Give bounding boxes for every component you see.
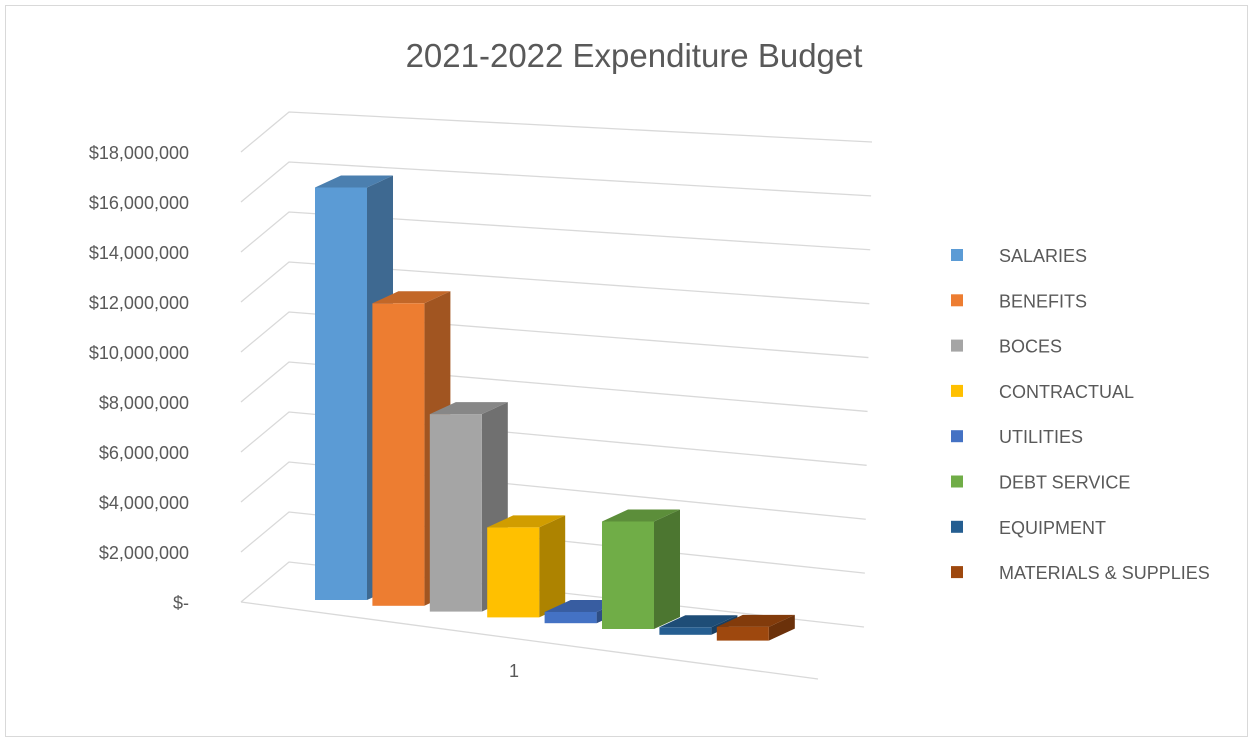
- legend-item: UTILITIES: [951, 427, 1083, 447]
- gridline: [240, 411, 867, 466]
- bar-front: [659, 627, 712, 635]
- legend-item: MATERIALS & SUPPLIES: [951, 563, 1210, 583]
- legend-label: UTILITIES: [999, 427, 1083, 447]
- legend-item: EQUIPMENT: [951, 518, 1106, 538]
- bar-front: [487, 527, 540, 618]
- bar-top: [487, 515, 566, 528]
- legend-swatch: [951, 520, 963, 533]
- y-axis-tick-labels: $- $2,000,000 $4,000,000 $6,000,000 $8,000,0…: [89, 143, 189, 613]
- legend-swatch: [951, 294, 963, 307]
- y-tick-label: $-: [173, 593, 189, 613]
- gridline: [240, 361, 868, 413]
- y-tick-label: $6,000,000: [99, 443, 189, 463]
- legend-swatch: [951, 475, 963, 488]
- bar-front: [429, 414, 482, 612]
- y-tick-label: $2,000,000: [99, 543, 189, 563]
- bar-debt-service: [602, 509, 680, 629]
- bar-front: [544, 611, 597, 624]
- bar-side: [539, 515, 566, 618]
- legend-label: MATERIALS & SUPPLIES: [999, 563, 1210, 583]
- legend-label: BENEFITS: [999, 291, 1087, 311]
- gridline: [240, 161, 872, 203]
- bar-materials-supplies: [716, 614, 795, 641]
- x-axis-tick-labels: 1: [509, 661, 519, 681]
- legend-swatch: [951, 384, 963, 397]
- legend-swatch: [951, 430, 963, 443]
- legend-item: CONTRACTUAL: [951, 382, 1134, 402]
- x-tick-label: 1: [509, 661, 519, 681]
- y-tick-label: $18,000,000: [89, 143, 189, 163]
- bar-contractual: [487, 515, 566, 618]
- legend-item: BENEFITS: [951, 291, 1087, 311]
- legend: SALARIES BENEFITS BOCES CONTRACTUAL UTILITIE…: [951, 246, 1210, 583]
- legend-swatch: [951, 249, 963, 261]
- bar-top: [659, 615, 738, 628]
- legend-swatch: [951, 339, 963, 352]
- legend-label: EQUIPMENT: [999, 518, 1106, 538]
- legend-item: DEBT SERVICE: [951, 473, 1130, 493]
- bar-front: [602, 521, 654, 629]
- y-tick-label: $4,000,000: [99, 493, 189, 513]
- y-tick-label: $8,000,000: [99, 393, 189, 413]
- gridline: [240, 211, 871, 253]
- legend-item: SALARIES: [951, 246, 1087, 266]
- chart-canvas: 2021-2022 Expenditure Budget $- $2,000,00…: [89, 37, 1210, 681]
- legend-swatch: [951, 566, 963, 579]
- chart-area: 2021-2022 Expenditure Budget $- $2,000,00…: [5, 5, 1248, 737]
- legend-label: BOCES: [999, 337, 1062, 357]
- y-tick-label: $14,000,000: [89, 243, 189, 263]
- bars: [315, 175, 795, 641]
- bar-front: [372, 303, 425, 606]
- bar-front: [716, 626, 769, 641]
- chart-title: 2021-2022 Expenditure Budget: [406, 37, 863, 74]
- legend-label: DEBT SERVICE: [999, 473, 1130, 493]
- legend-label: SALARIES: [999, 246, 1087, 266]
- gridline: [240, 311, 869, 359]
- bar-side: [768, 614, 795, 641]
- bar-top: [315, 175, 393, 188]
- bar-top: [602, 509, 680, 522]
- gridline: [240, 261, 870, 305]
- legend-label: CONTRACTUAL: [999, 382, 1134, 402]
- bar-side: [654, 509, 680, 629]
- bar-front: [315, 187, 367, 600]
- y-tick-label: $10,000,000: [89, 343, 189, 363]
- bar-top: [716, 614, 795, 627]
- gridline: [240, 461, 866, 520]
- bar-top: [429, 402, 508, 415]
- gridline: [240, 111, 873, 153]
- legend-item: BOCES: [951, 337, 1062, 357]
- y-tick-label: $16,000,000: [89, 193, 189, 213]
- gridlines: [240, 111, 873, 680]
- bar-top: [372, 291, 451, 304]
- floor-edge: [240, 601, 819, 680]
- y-tick-label: $12,000,000: [89, 293, 189, 313]
